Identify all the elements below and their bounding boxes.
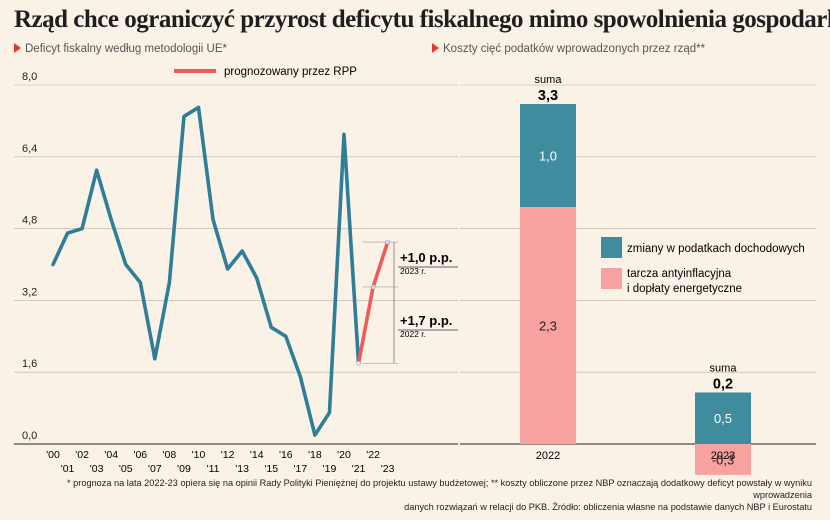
bar-segment-shield	[695, 444, 751, 475]
x-tick-label: '14	[250, 449, 264, 461]
x-tick-label: '16	[279, 449, 293, 461]
deficit-line	[51, 105, 361, 437]
x-tick-label: '10	[192, 449, 206, 461]
x-tick-label: '06	[133, 449, 147, 461]
annotation-2023-year: 2023 r.	[400, 266, 426, 276]
bar-total-label: 0,2	[713, 376, 733, 392]
left-grid: 8,06,44,83,21,60,0'00'02'04'06'08'10'12 '…	[14, 71, 458, 475]
triangle-marker-icon	[14, 43, 21, 53]
x-tick-label: '21	[352, 463, 366, 475]
y-tick-label: 3,2	[22, 286, 37, 298]
x-tick-label: '08	[163, 449, 177, 461]
annotation-2022-value: +1,7 p.p.	[400, 313, 452, 328]
x-tick-label: '17	[294, 463, 308, 475]
footnote: * prognoza na lata 2022-23 opiera się na…	[12, 477, 812, 513]
y-tick-label: 4,8	[22, 215, 37, 227]
x-tick-label: '09	[177, 463, 191, 475]
line-legend: prognozowany przez RPP	[174, 66, 357, 78]
annotation-2022: +1,7 p.p. 2022 r.	[398, 313, 458, 339]
bar-legend: zmiany w podatkach dochodowych tarcza an…	[601, 237, 805, 295]
left-subtitle-text: Deficyt fiskalny według metodologii UE*	[25, 43, 227, 55]
chart-title: Rząd chce ograniczyć przyrost deficytu f…	[14, 6, 830, 33]
x-tick-label: '03	[90, 463, 104, 475]
x-tick-label: '01	[61, 463, 75, 475]
bar-chart: 1,0 2,3 3,3 suma 2022 0,5 -0,3 0,2 suma 2023	[520, 74, 751, 475]
x-tick-label: '15	[264, 463, 278, 475]
x-tick-label: '04	[104, 449, 118, 461]
y-tick-label: 8,0	[22, 71, 37, 83]
x-tick-label: '22	[366, 449, 380, 461]
category-label: 2022	[536, 450, 560, 462]
annotation-2023-value: +1,0 p.p.	[400, 250, 452, 265]
x-tick-label: '23	[381, 463, 395, 475]
x-tick-label: '20	[337, 449, 351, 461]
footnote-line-1: * prognoza na lata 2022-23 opiera się na…	[67, 478, 812, 500]
bar-value-label: 2,3	[539, 319, 557, 334]
line-chart	[51, 105, 398, 437]
legend-swatch-shield	[601, 268, 622, 289]
right-grid	[460, 84, 816, 445]
bar-total-caption: suma	[710, 362, 738, 374]
left-subtitle: Deficyt fiskalny według metodologii UE*	[14, 43, 227, 55]
legend-label-income-tax: zmiany w podatkach dochodowych	[627, 243, 805, 255]
x-tick-label: '12	[221, 449, 235, 461]
legend-swatch-income-tax	[601, 237, 622, 258]
bar-value-label: 1,0	[539, 149, 557, 164]
x-tick-label: '00	[46, 449, 60, 461]
footnote-line-2: danych rozwiązań w relacji do PKB. Źródł…	[404, 502, 812, 512]
right-subtitle-text: Koszty cięć podatków wprowadzonych przez…	[443, 43, 706, 55]
bar-segment-income-tax	[695, 392, 751, 444]
x-tick-label: '13	[235, 463, 249, 475]
legend-label-shield-line2: i dopłaty energetyczne	[627, 283, 742, 295]
y-tick-label: 0,0	[22, 430, 37, 442]
bar-total-label: 3,3	[538, 88, 558, 104]
x-tick-label: '18	[308, 449, 322, 461]
legend-label-shield-line1: tarcza antyinflacyjna	[627, 268, 732, 280]
forecast-point	[356, 360, 361, 366]
bar-value-label: -0,3	[712, 452, 734, 467]
bar-segment-income-tax	[520, 104, 576, 208]
x-tick-label: '19	[323, 463, 337, 475]
x-tick-label: '05	[119, 463, 133, 475]
bar-value-label: 0,5	[714, 411, 732, 426]
y-tick-label: 1,6	[22, 358, 37, 370]
forecast-legend-label: prognozowany przez RPP	[224, 66, 357, 78]
x-tick-label: '07	[148, 463, 162, 475]
triangle-marker-icon	[432, 43, 439, 53]
forecast-line	[356, 240, 390, 366]
category-label: 2023	[711, 450, 735, 462]
y-tick-label: 6,4	[22, 143, 37, 155]
bar-segment-shield	[520, 207, 576, 444]
annotation-2023: +1,0 p.p. 2023 r.	[398, 250, 458, 276]
annotation-2022-year: 2022 r.	[400, 329, 426, 339]
x-tick-label: '11	[207, 463, 220, 475]
x-tick-label: '02	[75, 449, 89, 461]
right-subtitle: Koszty cięć podatków wprowadzonych przez…	[432, 43, 705, 55]
bar-total-caption: suma	[535, 74, 563, 86]
